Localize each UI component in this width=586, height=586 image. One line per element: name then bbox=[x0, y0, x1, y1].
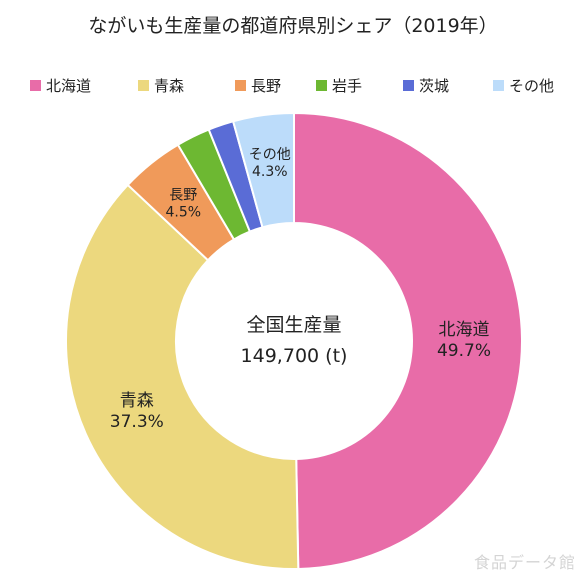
legend-swatch bbox=[30, 79, 41, 91]
slices-layer bbox=[65, 111, 523, 570]
slice-1 bbox=[65, 183, 300, 570]
legend-item: 北海道 bbox=[30, 74, 91, 96]
legend-item: 茨城 bbox=[403, 74, 449, 96]
legend-item: 長野 bbox=[235, 74, 281, 96]
center-value: 149,700 (t) bbox=[241, 345, 348, 367]
legend-swatch bbox=[316, 79, 327, 91]
legend-label: 岩手 bbox=[332, 76, 363, 95]
slice-label-value: 4.5% bbox=[166, 204, 202, 220]
slice-label-value: 49.7% bbox=[437, 341, 491, 361]
slice-label-value: 4.3% bbox=[252, 164, 288, 180]
slice-label-category: 青森 bbox=[120, 391, 154, 411]
legend-item: 岩手 bbox=[316, 74, 362, 96]
slice-label-category: その他 bbox=[249, 147, 291, 163]
legend-label: 青森 bbox=[154, 76, 185, 95]
legend-label: 北海道 bbox=[46, 76, 92, 95]
legend-item: 青森 bbox=[138, 74, 184, 96]
legend-swatch bbox=[493, 79, 504, 91]
slice-5 bbox=[231, 111, 295, 229]
legend-swatch bbox=[403, 79, 414, 91]
legend-item: その他 bbox=[493, 74, 554, 96]
legend-swatch bbox=[138, 79, 149, 91]
chart-title: ながいも生産量の都道府県別シェア（2019年） bbox=[88, 15, 498, 37]
slice-0 bbox=[293, 111, 523, 570]
watermark: 食品データ館 bbox=[473, 553, 576, 572]
legend-swatch bbox=[235, 79, 246, 91]
legend-label: 長野 bbox=[251, 76, 282, 95]
legend-label: その他 bbox=[509, 76, 555, 95]
center-label: 全国生産量 bbox=[246, 314, 341, 336]
legend-label: 茨城 bbox=[419, 76, 450, 95]
legend: 北海道 青森 長野 岩手 茨城 その他 bbox=[0, 74, 586, 96]
slice-label-category: 長野 bbox=[169, 187, 197, 203]
slice-label-category: 北海道 bbox=[439, 320, 490, 340]
slice-label-value: 37.3% bbox=[110, 412, 164, 432]
